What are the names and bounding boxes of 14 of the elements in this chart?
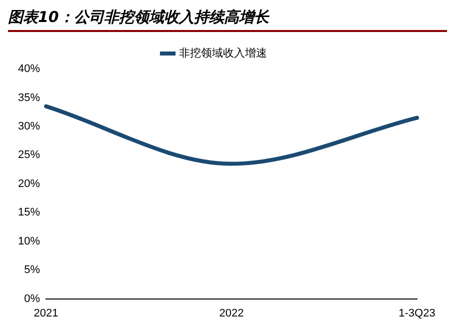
y-tick-label: 30% bbox=[18, 120, 40, 132]
y-tick-label: 20% bbox=[18, 178, 40, 190]
y-tick-label: 10% bbox=[18, 235, 40, 248]
x-tick-label: 2021 bbox=[34, 307, 58, 320]
x-tick-label: 2022 bbox=[219, 307, 244, 320]
y-tick-label: 15% bbox=[18, 206, 40, 219]
y-tick-label: 25% bbox=[18, 149, 40, 162]
y-tick-label: 5% bbox=[24, 264, 40, 276]
y-tick-label: 40% bbox=[18, 63, 40, 76]
chart-title: 图表10：公司非挖领域收入持续高增长 bbox=[8, 8, 447, 32]
y-tick-label: 0% bbox=[24, 292, 40, 305]
x-tick-label: 1-3Q23 bbox=[398, 307, 436, 320]
legend-label: 非挖领域收入增速 bbox=[178, 46, 267, 60]
y-tick-label: 35% bbox=[18, 92, 40, 104]
